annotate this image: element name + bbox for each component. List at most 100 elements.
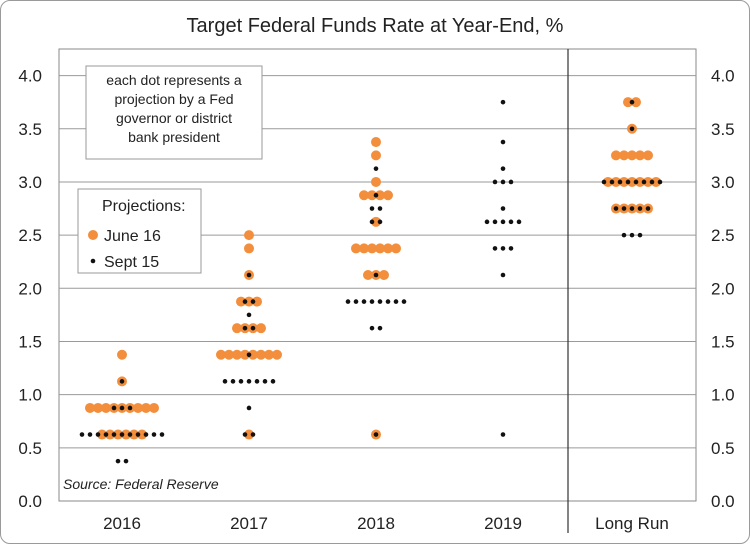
dot-sept-15	[95, 432, 101, 437]
dot-june-16	[351, 243, 361, 254]
legend: Projections: June 16 Sept 15	[77, 188, 202, 274]
dot-june-16	[85, 402, 95, 413]
dot-sept-15	[369, 206, 375, 211]
x-tick-label: 2019	[484, 514, 522, 533]
dot-june-16	[391, 243, 401, 254]
dot-sept-15	[373, 166, 379, 171]
dot-june-16	[232, 349, 242, 360]
dot-june-16	[627, 150, 637, 161]
dot-sept-15	[377, 219, 383, 225]
dot-june-16	[651, 176, 661, 187]
dot-sept-15	[385, 299, 391, 304]
dot-sept-15	[377, 325, 383, 331]
dot-sept-15	[238, 379, 244, 384]
y-tick-label: 0.0	[18, 492, 42, 511]
dot-sept-15	[492, 246, 498, 251]
dot-june-16	[611, 150, 621, 161]
dot-sept-15	[484, 219, 490, 225]
dot-sept-15	[111, 432, 117, 437]
dot-sept-15	[127, 432, 133, 437]
dot-sept-15	[629, 126, 635, 132]
dot-sept-15	[361, 299, 367, 304]
dot-june-16	[635, 150, 645, 161]
dot-sept-15	[369, 299, 375, 304]
legend-marker-june-16	[88, 230, 98, 240]
dot-series	[79, 97, 663, 464]
dot-june-16	[619, 176, 629, 187]
dot-sept-15	[500, 206, 506, 211]
annotation-box-frame	[85, 65, 263, 160]
dot-june-16	[105, 429, 115, 440]
dot-sept-15	[621, 206, 627, 211]
dot-sept-15	[127, 405, 133, 411]
y-tick-label: 1.5	[18, 332, 42, 351]
y-tick-label: 2.0	[711, 279, 735, 298]
dot-june-16	[635, 176, 645, 187]
dot-june-16	[256, 323, 266, 334]
dot-sept-15	[115, 458, 121, 464]
annotation-box: each dot represents a projection by a Fe…	[85, 65, 263, 160]
legend-label-sept-15: Sept 15	[104, 254, 159, 271]
y-axis-left: 0.0 0.5 1.0 1.5 2.0 2.5 3.0 3.5 4.0	[18, 67, 42, 511]
dot-sept-15	[401, 299, 407, 304]
dot-sept-15	[111, 405, 117, 411]
dot-sept-15	[492, 219, 498, 225]
x-axis: 2016 2017 2018 2019 Long Run	[103, 514, 669, 533]
dot-june-16	[603, 176, 613, 187]
dot-sept-15	[159, 432, 165, 437]
dot-june-16	[264, 349, 274, 360]
dot-sept-15	[500, 246, 506, 251]
dot-sept-15	[79, 432, 85, 437]
dot-sept-15	[222, 379, 228, 384]
chart-title: Target Federal Funds Rate at Year-End, %	[187, 15, 564, 37]
dot-sept-15	[151, 432, 157, 437]
dot-june-16	[244, 230, 254, 241]
dot-sept-15	[500, 219, 506, 225]
dot-june-16	[244, 429, 254, 440]
dot-june-16	[359, 243, 369, 254]
dot-june-16	[379, 270, 389, 280]
y-tick-label: 1.5	[711, 332, 735, 351]
dot-sept-15	[246, 405, 252, 411]
dot-june-16	[97, 429, 107, 440]
legend-title: Projections:	[102, 198, 186, 215]
dot-sept-15	[119, 379, 125, 384]
dot-sept-15	[377, 299, 383, 304]
dot-sept-15	[508, 179, 514, 185]
dot-sept-15	[135, 432, 141, 437]
dot-sept-15	[641, 179, 647, 185]
dot-june-16	[256, 349, 266, 360]
annotation-line: bank president	[128, 129, 220, 145]
dot-june-16	[643, 176, 653, 187]
dot-june-16	[367, 190, 377, 201]
x-tick-label: Long Run	[595, 514, 669, 533]
y-tick-label: 3.5	[18, 120, 42, 139]
dot-june-16	[371, 137, 381, 148]
dot-june-16	[216, 349, 226, 360]
dot-sept-15	[377, 206, 383, 211]
dot-sept-15	[625, 179, 631, 185]
dot-sept-15	[613, 206, 619, 211]
dot-june-16	[375, 190, 385, 201]
source-note: Source: Federal Reserve	[63, 476, 219, 492]
dot-sept-15	[657, 179, 663, 185]
dot-sept-15	[254, 379, 260, 384]
y-tick-label: 1.0	[18, 386, 42, 405]
dot-june-16	[93, 402, 103, 413]
dot-june-16	[224, 349, 234, 360]
dot-sept-15	[143, 432, 149, 437]
dot-june-16	[619, 150, 629, 161]
dot-june-16	[371, 216, 381, 227]
dot-june-16	[371, 176, 381, 187]
dot-sept-15	[500, 166, 506, 171]
dot-sept-15	[123, 458, 129, 464]
dot-june-16	[367, 243, 377, 254]
x-tick-label: 2017	[230, 514, 268, 533]
y-tick-label: 1.0	[711, 386, 735, 405]
dot-sept-15	[492, 179, 498, 185]
dot-june-16	[383, 243, 393, 254]
dot-sept-15	[629, 99, 635, 105]
dot-june-16	[113, 429, 123, 440]
y-tick-label: 2.0	[18, 279, 42, 298]
